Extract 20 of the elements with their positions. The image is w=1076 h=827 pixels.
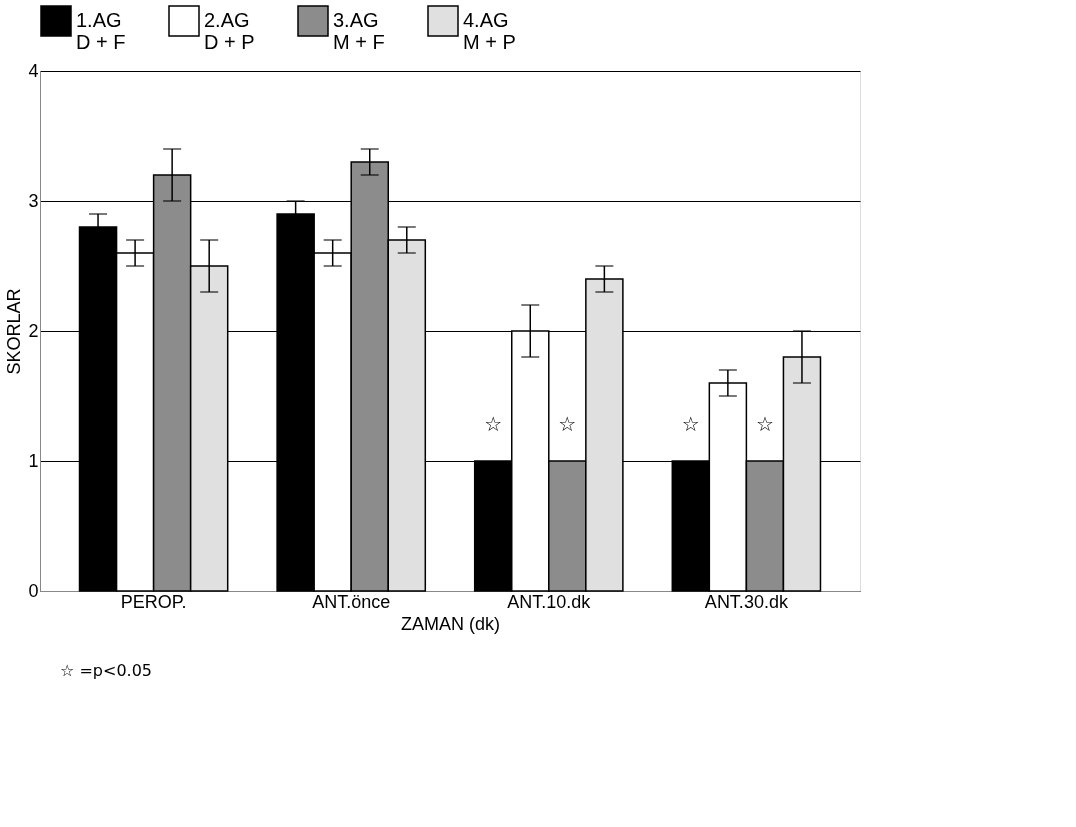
legend-label: 1.AG D + F bbox=[76, 9, 126, 53]
x-tick-label: ANT.önce bbox=[312, 591, 391, 612]
y-tick-label: 3 bbox=[28, 190, 39, 211]
x-tick-label: ANT.30.dk bbox=[704, 591, 789, 612]
x-axis-title: ZAMAN (dk) bbox=[401, 613, 500, 634]
legend-label: 4.AG M + P bbox=[463, 9, 516, 53]
annotation: ☆ bbox=[755, 412, 774, 436]
y-axis-title: SKORLAR bbox=[4, 288, 25, 375]
y-tick-label: 0 bbox=[28, 580, 39, 601]
text: ☆ =p<0.05 bbox=[60, 661, 153, 680]
annotation: ☆ bbox=[484, 412, 503, 436]
x-tick-label: ANT.10.dk bbox=[507, 591, 592, 612]
legend-label: 2.AG D + P bbox=[204, 9, 255, 53]
annotation: ☆ bbox=[558, 412, 577, 436]
annotation: ☆ bbox=[681, 412, 700, 436]
legend-label: 3.AG M + F bbox=[333, 9, 385, 53]
y-tick-label: 4 bbox=[28, 60, 39, 81]
y-tick-label: 1 bbox=[28, 450, 39, 471]
x-tick-label: PEROP. bbox=[120, 591, 187, 612]
y-tick-label: 2 bbox=[28, 320, 39, 341]
